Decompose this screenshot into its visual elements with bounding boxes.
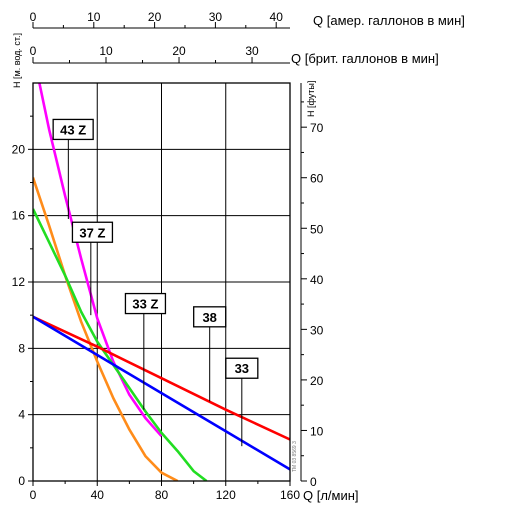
- curve-43z: [38, 83, 163, 438]
- x-bottom-tick-label: 160: [280, 488, 300, 502]
- x-bottom-tick-label: 80: [155, 488, 169, 502]
- curve-label-box-38: [193, 306, 227, 328]
- curve-38: [33, 315, 290, 441]
- watermark-text: TM 03 8569 3: [292, 441, 298, 472]
- curve-33: [33, 315, 290, 471]
- y-left-tick-label: 4: [18, 408, 25, 422]
- curve-label-box-43z: [52, 118, 94, 141]
- x-bottom-tick-label: 120: [216, 488, 236, 502]
- y-axis-left-label: H [м. вод. ст.]: [12, 33, 22, 88]
- x-axis-bottom-label: Q [л/мин]: [303, 488, 359, 503]
- x-top-uk-tick-label: 10: [99, 44, 113, 58]
- y-right-tick-label: 50: [310, 222, 324, 236]
- y-right-tick-label: 10: [310, 424, 324, 438]
- x-axis-top-uk-label: Q [брит. галлонов в мин]: [291, 51, 439, 66]
- curve-label-box-33z: [124, 292, 167, 315]
- y-axis-right-label: H [футы]: [306, 81, 316, 117]
- y-right-tick-label: 60: [310, 172, 324, 186]
- curve-37z: [33, 177, 179, 481]
- curve-label-box-37z: [71, 221, 114, 243]
- curve-label-38: 38: [202, 310, 216, 325]
- x-top-us-tick-label: 10: [87, 10, 101, 24]
- grid: [33, 83, 290, 481]
- curve-33z: [33, 208, 208, 481]
- curve-label-33z: 33 Z: [132, 297, 158, 312]
- x-top-us-tick-label: 40: [270, 10, 284, 24]
- curve-label-37z: 37 Z: [79, 225, 105, 240]
- y-left-tick-label: 8: [18, 341, 25, 355]
- y-right-tick-label: 0: [310, 475, 317, 489]
- curve-label-33: 33: [235, 361, 249, 376]
- annotations: 43 Z 37 Z 33 Z 38 33: [52, 118, 259, 447]
- x-top-uk-tick-label: 30: [245, 44, 259, 58]
- y-left-tick-label: 0: [18, 474, 25, 488]
- curve-label-43z: 43 Z: [60, 122, 86, 137]
- x-top-uk-tick-label: 20: [172, 44, 186, 58]
- y-right-tick-label: 20: [310, 374, 324, 388]
- y-right-tick-label: 40: [310, 273, 324, 287]
- x-top-us-tick-label: 20: [148, 10, 162, 24]
- curve-label-box-33: [225, 357, 259, 379]
- x-axis-top-us-label: Q [амер. галлонов в мин]: [313, 13, 465, 28]
- y-right-tick-label: 30: [310, 323, 324, 337]
- x-bottom-tick-label: 0: [30, 488, 37, 502]
- y-left-tick-label: 20: [12, 142, 26, 156]
- series-group: [33, 83, 290, 481]
- x-top-us-tick-label: 0: [30, 10, 37, 24]
- axes: 0 40 80 120 160 0 4 8 12 16 20 0 10 20 30 40 50 60 70 0 10 20…: [12, 10, 324, 502]
- y-left-tick-label: 12: [12, 275, 26, 289]
- y-right-tick-label: 70: [310, 121, 324, 135]
- x-top-us-tick-label: 30: [209, 10, 223, 24]
- y-left-tick-label: 16: [12, 209, 26, 223]
- x-top-uk-tick-label: 0: [30, 44, 37, 58]
- x-bottom-tick-label: 40: [91, 488, 105, 502]
